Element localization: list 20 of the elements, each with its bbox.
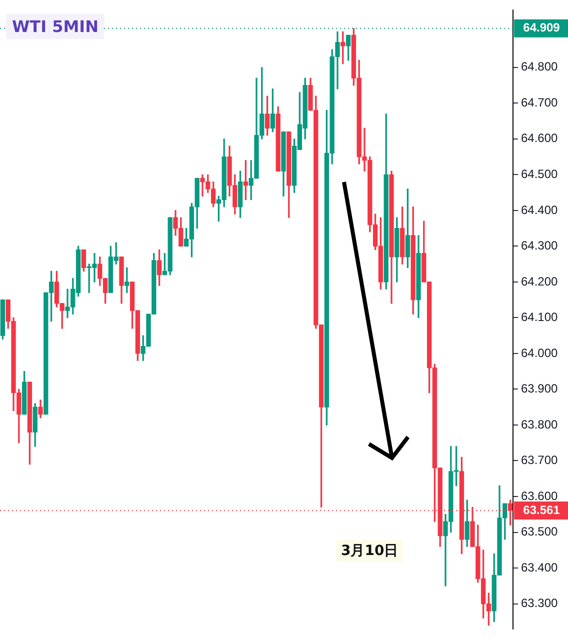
ref-line-label: 64.909 (523, 20, 560, 35)
y-tick-label: 63.900 (521, 382, 558, 396)
y-tick-label: 64.600 (521, 131, 558, 146)
y-tick-label: 64.700 (521, 95, 558, 110)
y-tick-label: 64.800 (521, 60, 558, 74)
y-tick-label: 63.800 (521, 417, 558, 432)
y-tick-label: 64.200 (521, 274, 558, 288)
y-tick-label: 63.300 (521, 596, 558, 610)
y-tick-label: 64.500 (521, 166, 558, 181)
y-tick-label: 63.600 (521, 488, 558, 503)
text: WTI 5MIN (6, 14, 104, 39)
annotation: 3月10日 (336, 540, 404, 562)
ref-line-label: 63.561 (523, 502, 560, 517)
y-tick-label: 64.100 (521, 310, 558, 324)
y-tick-label: 64.400 (521, 202, 558, 217)
y-tick-label: 64.300 (521, 238, 558, 253)
y-tick-label: 63.500 (521, 524, 558, 539)
y-tick-label: 63.700 (521, 453, 558, 468)
y-tick-label: 63.400 (521, 560, 558, 574)
y-tick-label: 64.000 (521, 346, 558, 360)
